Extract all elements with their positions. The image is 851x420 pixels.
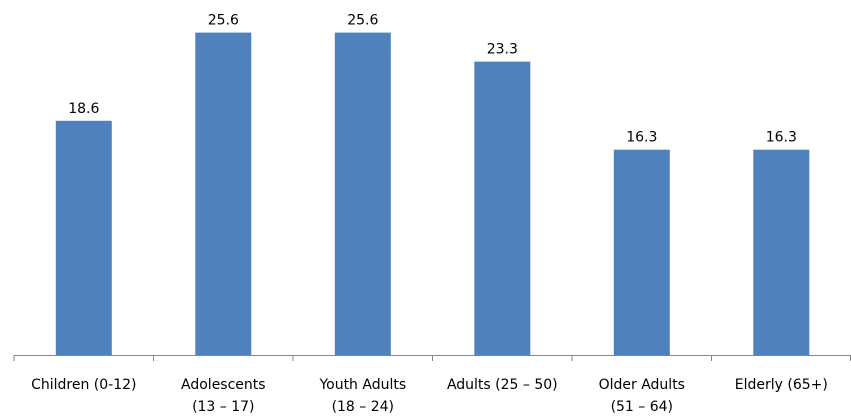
category-label: Older Adults (51 – 64) [599,377,685,415]
category-label-line: (18 – 24) [332,399,394,415]
data-label: 25.6 [347,13,378,29]
category-labels: Children (0-12) Adolescents (13 – 17) Youth… [31,377,828,415]
data-label: 23.3 [487,42,518,58]
bar [753,149,810,355]
category-label: Children (0-12) [31,377,136,393]
category-label: Adults (25 – 50) [447,377,558,393]
category-label-line: Older Adults [599,377,685,393]
bar [334,32,391,355]
category-label-line: Adults (25 – 50) [447,377,558,393]
category-label-line: Adolescents [181,377,266,393]
bar [613,149,670,355]
bar [195,32,252,355]
bars [55,32,810,355]
category-label-line: Elderly (65+) [735,377,828,393]
category-label-line: (51 – 64) [611,399,673,415]
data-label: 25.6 [208,13,239,29]
data-labels: 18.6 25.6 25.6 23.3 16.3 16.3 [68,13,797,146]
category-label-line: Youth Adults [318,377,406,393]
category-label: Adolescents (13 – 17) [181,377,266,415]
data-label: 16.3 [626,130,657,146]
category-label-line: (13 – 17) [192,399,254,415]
x-axis [13,355,851,361]
data-label: 16.3 [766,130,797,146]
data-label: 18.6 [68,101,99,117]
bar [474,61,531,355]
category-label: Elderly (65+) [735,377,828,393]
bar [55,120,112,355]
category-label-line: Children (0-12) [31,377,136,393]
category-label: Youth Adults (18 – 24) [318,377,406,415]
